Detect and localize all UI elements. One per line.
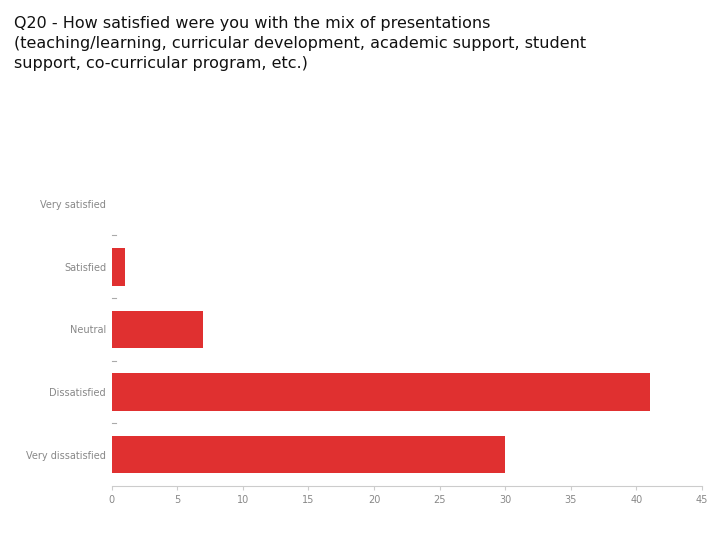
- Bar: [112, 373, 649, 411]
- Bar: [112, 248, 125, 286]
- Text: Q20 - How satisfied were you with the mix of presentations
(teaching/learning, c: Q20 - How satisfied were you with the mi…: [14, 16, 587, 71]
- Bar: [112, 310, 204, 348]
- Bar: [112, 436, 505, 474]
